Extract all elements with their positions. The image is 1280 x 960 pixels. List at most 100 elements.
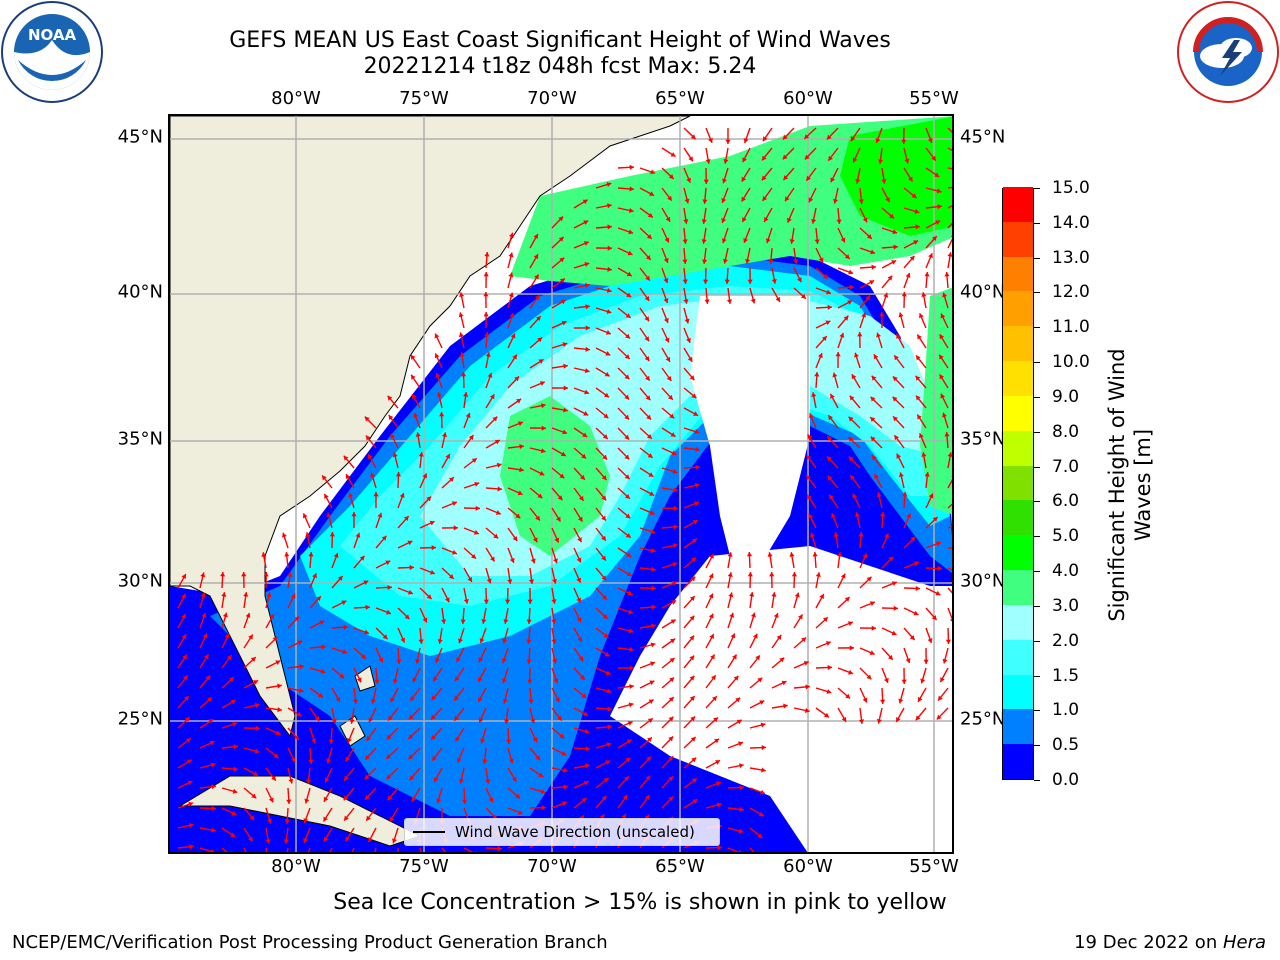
wave-arrow-head bbox=[870, 396, 876, 402]
wave-arrow-head bbox=[478, 717, 484, 723]
wave-arrow bbox=[329, 847, 333, 852]
wave-arrow-head bbox=[552, 578, 558, 584]
wave-arrow-head bbox=[937, 565, 942, 572]
wave-arrow-head bbox=[626, 292, 632, 298]
wave-arrow-head bbox=[828, 415, 834, 421]
wave-arrow-head bbox=[870, 417, 876, 422]
wave-arrow-head bbox=[649, 191, 655, 196]
wave-arrow-head bbox=[739, 850, 742, 852]
wave-arrow-head bbox=[344, 815, 349, 821]
wave-arrow-head bbox=[601, 495, 607, 501]
wave-arrow-head bbox=[917, 334, 922, 340]
wave-arrow-head bbox=[277, 706, 282, 713]
wave-arrow-head bbox=[668, 776, 674, 782]
wave-arrow-head bbox=[916, 355, 921, 361]
wave-arrow-head bbox=[516, 398, 522, 404]
wave-arrow-head bbox=[478, 697, 483, 703]
map-svg bbox=[170, 116, 952, 852]
wave-arrow-head bbox=[431, 734, 436, 740]
wave-arrow-head bbox=[913, 561, 919, 567]
wave-arrow-head bbox=[829, 494, 834, 500]
wave-arrow-head bbox=[341, 600, 347, 606]
wave-arrow-head bbox=[624, 394, 630, 400]
wave-arrow-head bbox=[582, 432, 588, 437]
wave-arrow-head bbox=[624, 414, 630, 420]
wave-arrow-head bbox=[506, 739, 512, 744]
wave-arrow-head bbox=[559, 278, 565, 284]
wave-arrow-head bbox=[726, 299, 733, 304]
wave-arrow-head bbox=[578, 656, 584, 662]
wave-arrow-head bbox=[483, 292, 489, 297]
wave-arrow-head bbox=[771, 592, 777, 597]
wave-arrow-head bbox=[182, 654, 187, 660]
wave-arrow-head bbox=[342, 649, 348, 655]
wave-arrow-head bbox=[326, 758, 332, 764]
wave-arrow-head bbox=[501, 658, 507, 664]
wave-arrow-head bbox=[888, 556, 894, 562]
wave-arrow-head bbox=[785, 196, 790, 202]
wave-arrow-head bbox=[434, 333, 440, 339]
wave-arrow-head bbox=[713, 717, 718, 723]
wave-arrow-head bbox=[755, 655, 760, 661]
wave-arrow-head bbox=[202, 633, 208, 639]
wave-arrow-head bbox=[232, 788, 238, 794]
colorbar-segment bbox=[1003, 535, 1033, 571]
wave-arrow-head bbox=[540, 448, 546, 454]
wave-arrow-head bbox=[827, 436, 833, 442]
wave-arrow-head bbox=[671, 450, 677, 456]
wave-arrow-head bbox=[684, 198, 690, 204]
wave-arrow-head bbox=[884, 533, 889, 539]
wave-arrow-head bbox=[727, 572, 733, 577]
wave-arrow-head bbox=[891, 260, 897, 265]
colorbar-segment bbox=[1003, 187, 1033, 222]
colorbar-tick-mark bbox=[1034, 292, 1040, 294]
wave-arrow-head bbox=[625, 333, 631, 339]
wave-arrow-head bbox=[819, 593, 824, 599]
wave-arrow-head bbox=[577, 636, 583, 642]
wave-arrow-head bbox=[624, 374, 630, 380]
wave-arrow-head bbox=[418, 452, 424, 457]
wave-arrow bbox=[947, 479, 952, 489]
wave-arrow-head bbox=[451, 501, 457, 507]
wave-arrow-head bbox=[855, 179, 861, 184]
wave-arrow-head bbox=[905, 272, 911, 278]
wave-arrow-head bbox=[254, 748, 260, 754]
wave-arrow-head bbox=[939, 354, 944, 360]
wave-arrow-head bbox=[343, 795, 349, 801]
wave-arrow-head bbox=[604, 651, 610, 657]
wave-arrow-head bbox=[444, 597, 450, 603]
wave-arrow-head bbox=[459, 352, 465, 357]
wave-arrow-head bbox=[493, 533, 499, 539]
wave-arrow-head bbox=[671, 581, 677, 586]
wave-arrow-head bbox=[603, 633, 609, 638]
wave-arrow-head bbox=[627, 250, 633, 256]
wave-arrow-head bbox=[840, 237, 846, 243]
wave-arrow-head bbox=[835, 352, 841, 357]
wave-arrow-head bbox=[581, 798, 587, 803]
colorbar-tick-label: 15.0 bbox=[1052, 178, 1090, 198]
wave-arrow-head bbox=[392, 838, 397, 844]
lat-label-right-45n: 45°N bbox=[960, 126, 1006, 148]
wave-arrow-head bbox=[689, 696, 695, 701]
wave-arrow-head bbox=[347, 737, 352, 743]
wave-arrow-head bbox=[400, 637, 406, 643]
wave-arrow-head bbox=[297, 640, 303, 646]
wave-arrow-head bbox=[605, 350, 611, 356]
chart-title: GEFS MEAN US East Coast Significant Heig… bbox=[229, 28, 891, 53]
wave-arrow-head bbox=[693, 411, 699, 416]
wave-arrow-head bbox=[831, 513, 836, 519]
map-panel bbox=[168, 114, 954, 854]
wave-arrow-head bbox=[806, 175, 812, 181]
colorbar-tick-mark bbox=[1034, 362, 1040, 364]
wave-arrow-head bbox=[702, 199, 708, 204]
colorbar-tick-label: 7.0 bbox=[1052, 456, 1080, 477]
wave-arrow-head bbox=[673, 505, 678, 511]
wave-arrow-head bbox=[454, 695, 459, 701]
wave-arrow-head bbox=[703, 279, 709, 284]
wave-arrow-head bbox=[224, 633, 230, 639]
wave-arrow-head bbox=[817, 353, 823, 359]
wave-arrow-head bbox=[203, 654, 209, 660]
wave-arrow-head bbox=[761, 155, 767, 161]
wave-arrow-head bbox=[629, 646, 634, 653]
wave-arrow-head bbox=[489, 394, 495, 400]
